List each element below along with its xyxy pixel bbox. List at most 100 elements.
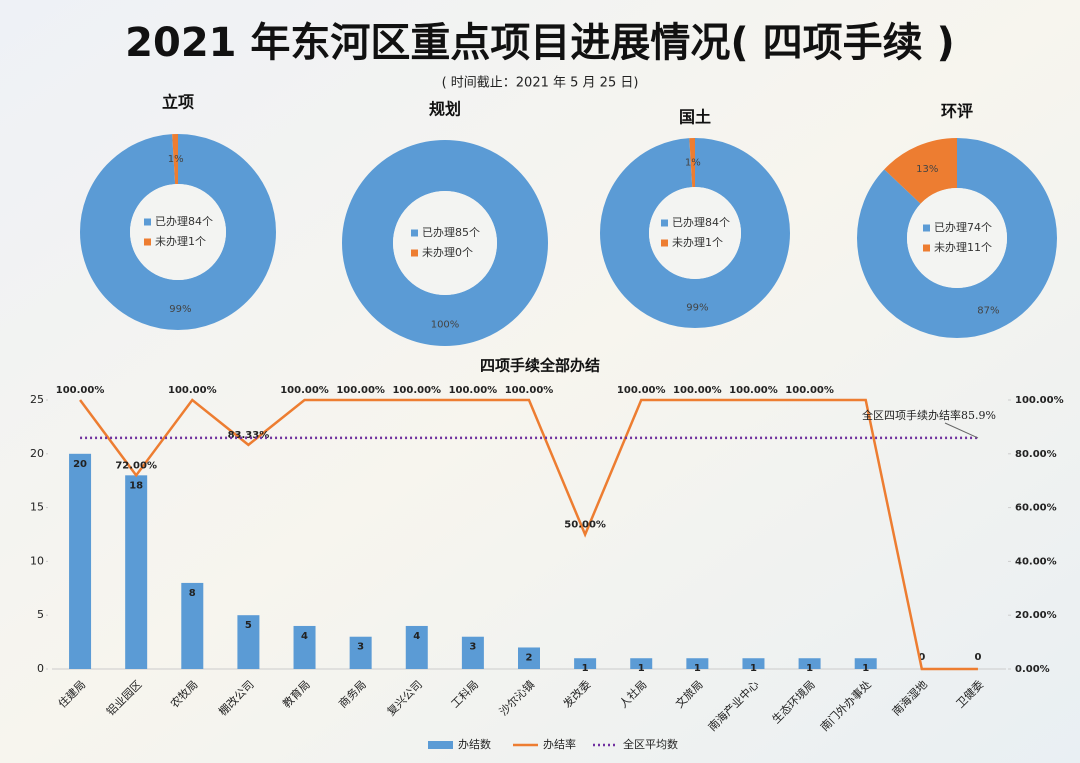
- page-title: 2021 年东河区重点项目进展情况( 四项手续 ): [125, 20, 955, 66]
- bar: [798, 658, 821, 669]
- legend-label: 办结数: [458, 738, 491, 751]
- pie-label: 1%: [168, 154, 184, 165]
- bar: [125, 475, 148, 669]
- pie-label: 99%: [169, 304, 191, 315]
- bar-label: 8: [189, 588, 196, 599]
- pie-segment: [80, 134, 276, 330]
- bar: [742, 658, 765, 669]
- legend-swatch: [144, 218, 151, 226]
- y2-tick-label: 100.00%: [1015, 395, 1064, 406]
- line-label: 100.00%: [673, 385, 722, 396]
- line-label: 100.00%: [505, 385, 554, 396]
- pie-title: 规划: [429, 100, 461, 119]
- pie-label: 100%: [431, 320, 460, 331]
- legend-swatch: [923, 224, 930, 232]
- bar: [574, 658, 597, 669]
- bar-label: 4: [301, 631, 308, 642]
- y2-tick-label: 0.00%: [1015, 664, 1050, 675]
- pie-label: 1%: [685, 158, 701, 169]
- legend-label: 未办理11个: [934, 241, 992, 254]
- y-tick-label: 0: [37, 662, 44, 675]
- line-label: 72.00%: [115, 460, 157, 471]
- y-tick-label: 10: [30, 554, 44, 567]
- y2-tick-label: 40.00%: [1015, 556, 1057, 567]
- bar-label: 4: [413, 631, 420, 642]
- pie-segment: [342, 140, 548, 346]
- legend-swatch: [661, 239, 668, 247]
- bar: [518, 647, 540, 669]
- line-label: 100.00%: [392, 385, 441, 396]
- bar-label: 1: [750, 663, 757, 674]
- bar: [686, 658, 709, 669]
- subtitle: ( 时间截止：2021 年 5 月 25 日): [442, 76, 639, 91]
- rate-line: [79, 398, 978, 671]
- legend-swatch: [144, 238, 151, 246]
- pie-segment: [600, 138, 790, 328]
- legend-label: 全区平均数: [623, 737, 678, 751]
- bar-label: 1: [638, 663, 645, 674]
- line-label: 100.00%: [617, 385, 666, 396]
- bar-label: 18: [129, 480, 143, 491]
- y-tick-label: 25: [30, 393, 44, 406]
- y2-tick-label: 60.00%: [1015, 503, 1057, 514]
- bar: [630, 658, 653, 669]
- bar-label: 1: [694, 663, 701, 674]
- legend-swatch: [411, 229, 418, 237]
- bar: [405, 625, 428, 669]
- bar: [854, 658, 877, 669]
- line-label: 100.00%: [56, 385, 105, 396]
- pie-hole: [130, 184, 226, 280]
- bar-label: 5: [245, 620, 252, 631]
- line-label: 100.00%: [729, 385, 778, 396]
- bar: [293, 625, 316, 669]
- pie-segment: [857, 138, 1057, 338]
- legend-label: 办结率: [543, 737, 576, 751]
- y2-tick-label: 80.00%: [1015, 449, 1057, 460]
- line-label: 100.00%: [280, 385, 329, 396]
- legend-label: 已办理84个: [155, 215, 213, 228]
- pie-label: 87%: [977, 306, 999, 317]
- bar-label: 3: [357, 642, 364, 653]
- pie-label: 99%: [686, 302, 708, 313]
- pie-title: 环评: [941, 102, 973, 121]
- bar-label: 3: [469, 642, 476, 653]
- bar: [461, 636, 484, 669]
- pie-hole: [393, 191, 497, 295]
- annotation-pointer: [944, 422, 979, 439]
- y-tick-label: 15: [30, 501, 44, 514]
- bar: [69, 453, 92, 669]
- legend-label: 未办理1个: [155, 235, 206, 248]
- annotation: 全区四项手续办结率85.9%: [862, 408, 996, 422]
- pie-hole: [649, 187, 741, 279]
- pie-hole: [907, 188, 1007, 288]
- bar: [349, 636, 372, 669]
- legend-swatch: [661, 219, 668, 227]
- legend-label: 已办理84个: [672, 216, 730, 229]
- bar-label: 2: [526, 652, 533, 663]
- legend-swatch: [428, 741, 453, 749]
- line-label: 100.00%: [449, 385, 498, 396]
- bar-label: 1: [582, 663, 589, 674]
- bar-label: 0: [974, 652, 981, 663]
- bar-label: 0: [918, 652, 925, 663]
- chart-title: 四项手续全部办结: [480, 357, 600, 375]
- line-label: 83.33%: [228, 430, 270, 441]
- bar-label: 1: [806, 663, 813, 674]
- y2-tick-label: 20.00%: [1015, 610, 1057, 621]
- pie-title: 立项: [162, 93, 194, 112]
- pie-label: 13%: [916, 164, 938, 175]
- pie-title: 国土: [679, 108, 711, 127]
- bar: [181, 582, 204, 669]
- legend-swatch: [923, 244, 930, 252]
- bar-label: 1: [862, 663, 869, 674]
- legend-label: 未办理1个: [672, 236, 723, 249]
- legend-label: 未办理0个: [422, 246, 473, 259]
- bar-label: 20: [73, 459, 87, 470]
- legend-swatch: [411, 249, 418, 257]
- line-label: 100.00%: [785, 385, 834, 396]
- line-label: 50.00%: [564, 520, 606, 531]
- line-label: 100.00%: [168, 385, 217, 396]
- y-tick-label: 5: [37, 608, 44, 621]
